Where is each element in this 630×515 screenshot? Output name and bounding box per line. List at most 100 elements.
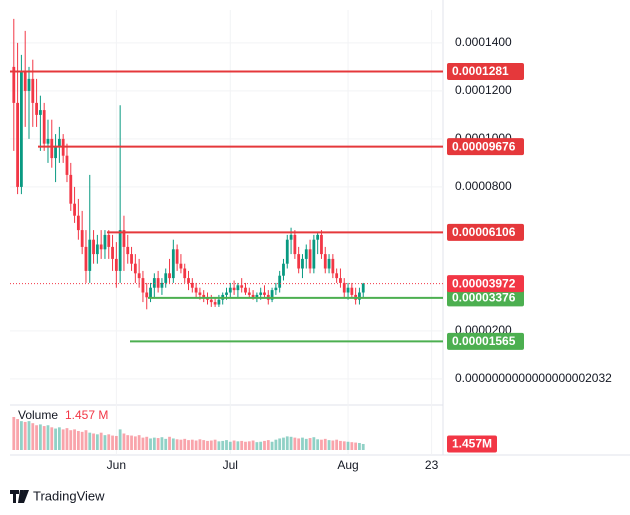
candle-body [126,246,130,255]
candle-body [331,258,335,274]
volume-bar [61,429,65,450]
candle-body [339,278,342,283]
candle-body [342,282,346,293]
volume-bar [312,437,316,450]
candle-body [358,292,361,300]
volume-bar [240,440,244,450]
volume-bar [50,427,54,450]
candle-body [213,302,217,305]
volume-bar [228,441,232,450]
volume-bar [171,438,175,450]
volume-bar [346,441,350,450]
candle-body [232,287,236,291]
price-tag-label: 0.00006106 [452,225,516,239]
candle-body [320,234,323,255]
volume-bar [339,440,342,450]
volume-bar [19,421,23,450]
candle-body [179,263,183,269]
volume-bar [327,440,331,450]
candle-body [42,110,46,144]
volume-bar [354,442,358,450]
candle-body [198,292,202,295]
x-tick-label: Jul [223,458,238,472]
volume-bar [331,440,335,450]
volume-tag-label: 1.457M [452,437,492,451]
volume-bar [114,435,118,450]
candle-body [217,299,221,305]
candle-body [202,294,206,298]
volume-bar [255,442,259,450]
volume-bar [358,442,361,450]
candle-body [27,78,31,91]
x-tick-label: Aug [337,458,358,472]
candle-body [133,263,137,274]
price-tag [447,62,524,80]
volume-bar [118,429,122,450]
volume-bar [130,435,133,450]
candle-body [171,249,175,279]
volume-bar [42,426,46,450]
candle-body [111,246,114,259]
candle-body [84,246,88,271]
volume-bar [278,438,282,450]
volume-bar [137,435,141,450]
price-tag-label: 0.00009676 [452,139,516,153]
volume-bar [152,437,156,450]
volume-bar [225,440,228,450]
candle-body [175,249,179,264]
candle-body [73,203,76,216]
volume-bar [320,439,323,450]
x-tick-label: Jun [107,458,126,472]
candle-body [88,239,92,271]
volume-bar [187,440,190,450]
candle-body [92,239,95,255]
price-tag [447,138,524,156]
candle-body [156,278,160,288]
volume-bar [92,433,95,450]
candle-body [323,254,327,269]
price-tag [447,332,524,350]
volume-bar [103,435,107,450]
volume-bar [206,440,209,450]
candle-body [255,294,259,298]
volume-bar [95,434,99,450]
candle-body [251,294,255,298]
volume-bar [350,442,354,450]
candle-body [270,290,274,300]
volume-bar [194,440,198,450]
candle-body [69,174,73,204]
volume-bar [198,439,202,450]
volume-bar [141,437,145,450]
candle-body [57,138,61,147]
brand-logo [10,490,29,503]
candle-body [145,292,149,298]
candle-body [209,299,213,303]
candle-body [335,273,339,279]
candle-body [76,215,80,231]
volume-bar [107,434,111,450]
candle-body [164,273,168,283]
volume-bar [31,423,35,450]
brand-name: TradingView [33,488,105,503]
volume-bar [164,438,168,450]
volume-bar [293,437,297,450]
candle-body [301,258,304,269]
volume-bar [247,441,251,450]
volume-bar [23,421,27,450]
volume-bar [111,435,114,450]
price-tag-label: 0.0001281 [452,64,509,78]
volume-bar [221,440,225,450]
candle-body [31,78,35,103]
volume-bar [38,424,42,450]
price-tag-label: 0.00003972 [452,276,516,290]
candle-body [16,102,19,187]
candle-body [187,278,190,283]
volume-bar [16,419,19,450]
volume-bar [285,436,289,450]
volume-bar [57,427,61,450]
volume-bar [323,438,327,450]
volume-bar [84,430,88,450]
volume-bar [308,438,312,450]
